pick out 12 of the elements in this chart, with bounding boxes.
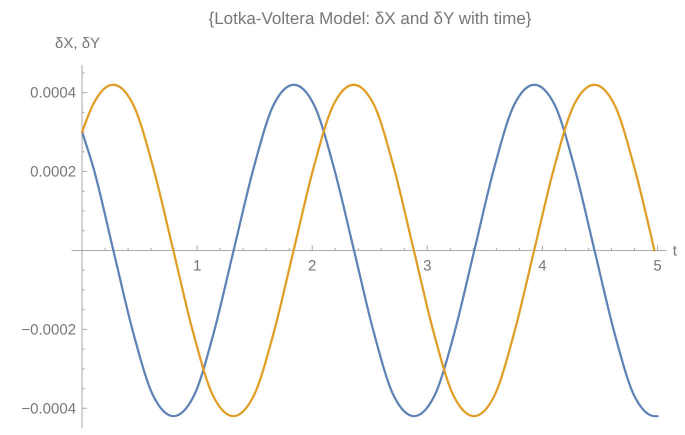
x-tick-label: 1 <box>192 257 202 274</box>
x-tick-label: 5 <box>653 257 662 274</box>
x-tick-label: 2 <box>308 257 316 274</box>
x-tick-label: 4 <box>538 257 547 274</box>
y-axis-title: δX, δY <box>55 35 100 52</box>
y-tick-label: −0.0004 <box>21 400 76 418</box>
x-tick-label: 3 <box>423 257 432 274</box>
y-tick-label: −0.0002 <box>21 321 76 338</box>
y-tick-label: 0.0004 <box>30 84 76 102</box>
x-axis-title: t <box>672 242 678 260</box>
chart-title: {Lotka-Voltera Model: δX and δY with time} <box>208 9 532 28</box>
y-tick-label: 0.0002 <box>30 164 76 181</box>
